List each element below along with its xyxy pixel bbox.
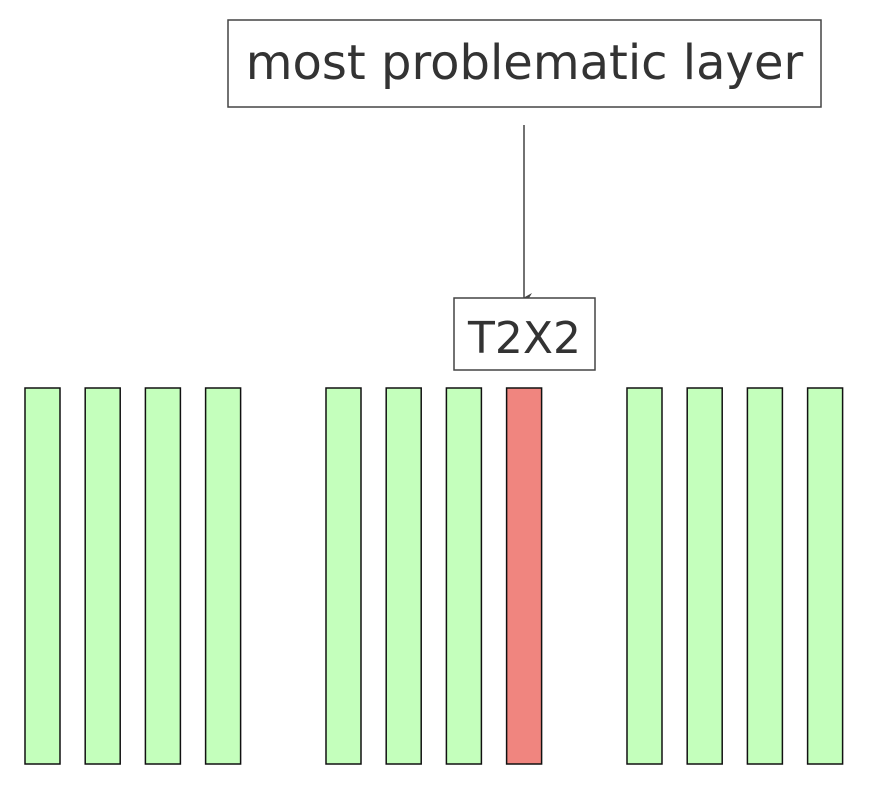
target-label: T2X2 — [467, 313, 581, 364]
layer-bars — [24, 387, 844, 765]
layer-bar — [686, 387, 723, 765]
layer-bar — [385, 387, 422, 765]
layer-bar — [445, 387, 483, 765]
layer-bar — [746, 387, 784, 765]
layer-bar — [84, 387, 121, 765]
layer-bar — [204, 387, 242, 765]
layer-bar — [24, 387, 61, 765]
annotation-label: most problematic layer — [246, 35, 804, 91]
layer-bar — [626, 387, 663, 765]
layer-bar — [325, 387, 362, 765]
layer-bar — [806, 387, 844, 765]
target-label-box: T2X2 — [453, 297, 596, 371]
annotation-box: most problematic layer — [227, 19, 822, 108]
layer-bar-problem — [505, 387, 543, 765]
layer-bar — [144, 387, 182, 765]
